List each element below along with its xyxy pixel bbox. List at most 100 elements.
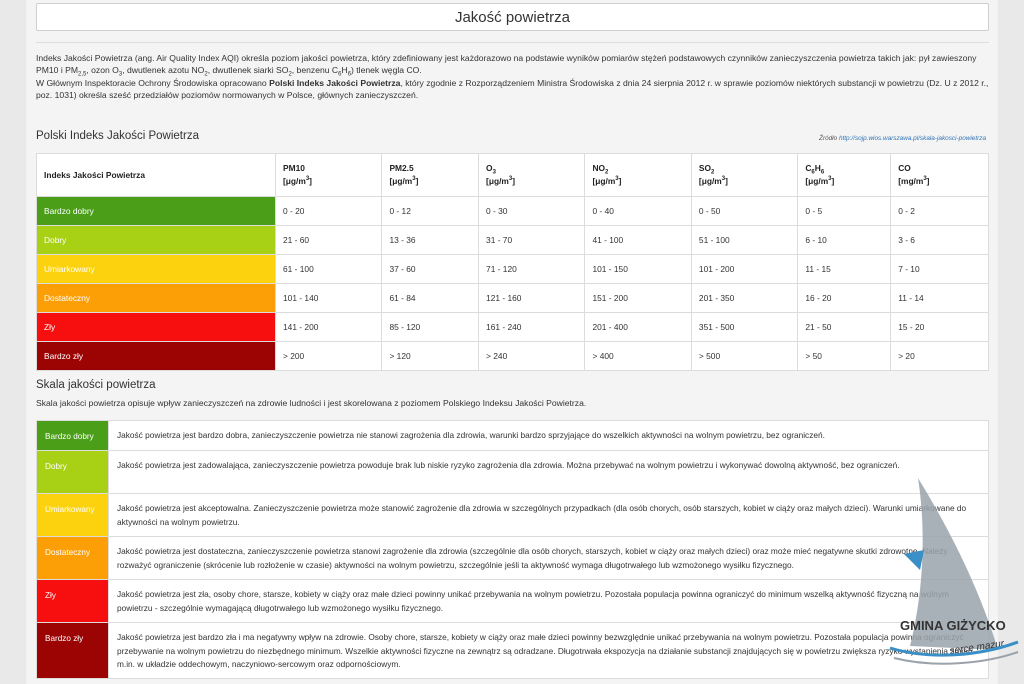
scale-level-label: Bardzo dobry — [36, 420, 109, 451]
aqi-cell: 7 - 10 — [890, 254, 989, 284]
aqi-cell: 0 - 5 — [797, 196, 892, 226]
aqi-cell: 201 - 400 — [584, 312, 692, 342]
scale-level-description: Jakość powietrza jest bardzo dobra, zani… — [108, 420, 989, 451]
aqi-cell: 85 - 120 — [381, 312, 480, 342]
header-index: Indeks Jakości Powietrza — [36, 153, 276, 197]
aqi-cell: 121 - 160 — [478, 283, 586, 313]
scale-heading: Skala jakości powietrza — [36, 379, 156, 391]
aqi-cell: 11 - 15 — [797, 254, 892, 284]
scale-table: Bardzo dobry Jakość powietrza jest bardzo… — [36, 420, 989, 679]
aqi-cell: 16 - 20 — [797, 283, 892, 313]
aqi-cell: 101 - 200 — [690, 254, 799, 284]
aqi-cell: 3 - 6 — [890, 225, 989, 255]
aqi-table: Indeks Jakości Powietrza PM10 [μg/m3] PM2.… — [36, 153, 989, 371]
source-note: Źródło http://sojp.wios.warszawa.pl/skal… — [819, 135, 986, 142]
header-col-6: CO [mg/m3] — [890, 153, 989, 197]
scale-level-label: Dobry — [36, 450, 109, 494]
aqi-row: Umiarkowany 61 - 100 37 - 60 71 - 120 101 - … — [36, 254, 989, 284]
aqi-cell: 71 - 120 — [478, 254, 586, 284]
gmina-gizycko-logo: GMINA GIŻYCKO serce mazur — [889, 478, 1019, 665]
aqi-cell: 37 - 60 — [381, 254, 480, 284]
aqi-level-label: Zły — [36, 312, 276, 342]
intro-text: Indeks Jakości Powietrza (ang. Air Quali… — [36, 52, 991, 101]
header-col-0: PM10 [μg/m3] — [274, 153, 383, 197]
aqi-cell: 61 - 84 — [381, 283, 480, 313]
wave-line-2 — [893, 651, 1019, 665]
aqi-cell: > 500 — [690, 341, 799, 371]
scale-level-description: Jakość powietrza jest dostateczna, zanie… — [108, 536, 989, 580]
scale-level-label: Zły — [36, 579, 109, 623]
aqi-level-label: Dostateczny — [36, 283, 276, 313]
aqi-cell: 0 - 12 — [381, 196, 480, 226]
aqi-cell: 21 - 50 — [797, 312, 892, 342]
aqi-cell: 6 - 10 — [797, 225, 892, 255]
aqi-cell: 21 - 60 — [274, 225, 383, 255]
aqi-level-label: Dobry — [36, 225, 276, 255]
aqi-cell: 41 - 100 — [584, 225, 692, 255]
aqi-cell: 201 - 350 — [690, 283, 799, 313]
scale-level-label: Dostateczny — [36, 536, 109, 580]
aqi-row: Zły 141 - 200 85 - 120 161 - 240 201 - 400 35… — [36, 312, 989, 342]
aqi-cell: 0 - 50 — [690, 196, 799, 226]
aqi-cell: 0 - 20 — [274, 196, 383, 226]
scale-row: Dostateczny Jakość powietrza jest dostate… — [36, 536, 989, 580]
aqi-cell: 11 - 14 — [890, 283, 989, 313]
aqi-cell: > 20 — [890, 341, 989, 371]
page-title: Jakość powietrza — [36, 3, 989, 31]
sail-shape — [910, 478, 998, 650]
scale-level-description: Jakość powietrza jest zadowalająca, zani… — [108, 450, 989, 494]
aqi-heading: Polski Indeks Jakości Powietrza — [36, 130, 199, 142]
aqi-cell: > 400 — [584, 341, 692, 371]
scale-level-description: Jakość powietrza jest zła, osoby chore, … — [108, 579, 989, 623]
scale-row: Bardzo dobry Jakość powietrza jest bardzo… — [36, 420, 989, 451]
aqi-cell: 13 - 36 — [381, 225, 480, 255]
aqi-cell: 15 - 20 — [890, 312, 989, 342]
aqi-row: Dobry 21 - 60 13 - 36 31 - 70 41 - 100 51 - 1… — [36, 225, 989, 255]
intro-paragraph-1: Indeks Jakości Powietrza (ang. Air Quali… — [36, 53, 977, 79]
aqi-cell: > 200 — [274, 341, 383, 371]
scale-description: Skala jakości powietrza opisuje wpływ za… — [36, 398, 587, 408]
aqi-cell: 101 - 150 — [584, 254, 692, 284]
header-col-2: O3 [μg/m3] — [478, 153, 586, 197]
scale-level-label: Umiarkowany — [36, 493, 109, 537]
source-link[interactable]: http://sojp.wios.warszawa.pl/skala-jakos… — [838, 135, 986, 142]
aqi-table-header: Indeks Jakości Powietrza PM10 [μg/m3] PM2.… — [36, 153, 989, 197]
header-col-3: NO2 [μg/m3] — [584, 153, 692, 197]
aqi-cell: 61 - 100 — [274, 254, 383, 284]
aqi-cell: > 240 — [478, 341, 586, 371]
aqi-cell: 0 - 30 — [478, 196, 586, 226]
aqi-row: Bardzo zły > 200 > 120 > 240 > 400 > 500 > 50 >… — [36, 341, 989, 371]
scale-row: Dobry Jakość powietrza jest zadowalająca,… — [36, 450, 989, 494]
aqi-cell: 0 - 40 — [584, 196, 692, 226]
scale-level-description: Jakość powietrza jest akceptowalna. Zani… — [108, 493, 989, 537]
scale-row: Umiarkowany Jakość powietrza jest akcepto… — [36, 493, 989, 537]
aqi-cell: 51 - 100 — [690, 225, 799, 255]
aqi-cell: > 50 — [797, 341, 892, 371]
scale-row: Bardzo zły Jakość powietrza jest bardzo z… — [36, 622, 989, 679]
aqi-level-label: Umiarkowany — [36, 254, 276, 284]
aqi-cell: 161 - 240 — [478, 312, 586, 342]
aqi-level-label: Bardzo zły — [36, 341, 276, 371]
aqi-cell: 0 - 2 — [890, 196, 989, 226]
content-panel: Jakość powietrza Indeks Jakości Powietrz… — [26, 0, 998, 684]
wave-line — [889, 640, 1019, 657]
aqi-cell: 141 - 200 — [274, 312, 383, 342]
aqi-cell: > 120 — [381, 341, 480, 371]
header-col-5: C6H6 [μg/m3] — [797, 153, 892, 197]
aqi-level-label: Bardzo dobry — [36, 196, 276, 226]
aqi-row: Bardzo dobry 0 - 20 0 - 12 0 - 30 0 - 40 0 - … — [36, 196, 989, 226]
aqi-cell: 101 - 140 — [274, 283, 383, 313]
aqi-cell: 151 - 200 — [584, 283, 692, 313]
scale-row: Zły Jakość powietrza jest zła, osoby chor… — [36, 579, 989, 623]
header-col-1: PM2.5 [μg/m3] — [381, 153, 480, 197]
logo-text: GMINA GIŻYCKO — [900, 618, 1006, 633]
header-col-4: SO2 [μg/m3] — [690, 153, 799, 197]
intro-paragraph-2: W Głównym Inspektoracie Ochrony Środowis… — [36, 77, 989, 100]
heart-shape — [904, 550, 924, 570]
divider — [36, 42, 989, 43]
aqi-cell: 351 - 500 — [690, 312, 799, 342]
aqi-cell: 31 - 70 — [478, 225, 586, 255]
aqi-row: Dostateczny 101 - 140 61 - 84 121 - 160 151 … — [36, 283, 989, 313]
scale-level-label: Bardzo zły — [36, 622, 109, 679]
scale-level-description: Jakość powietrza jest bardzo zła i ma ne… — [108, 622, 989, 679]
